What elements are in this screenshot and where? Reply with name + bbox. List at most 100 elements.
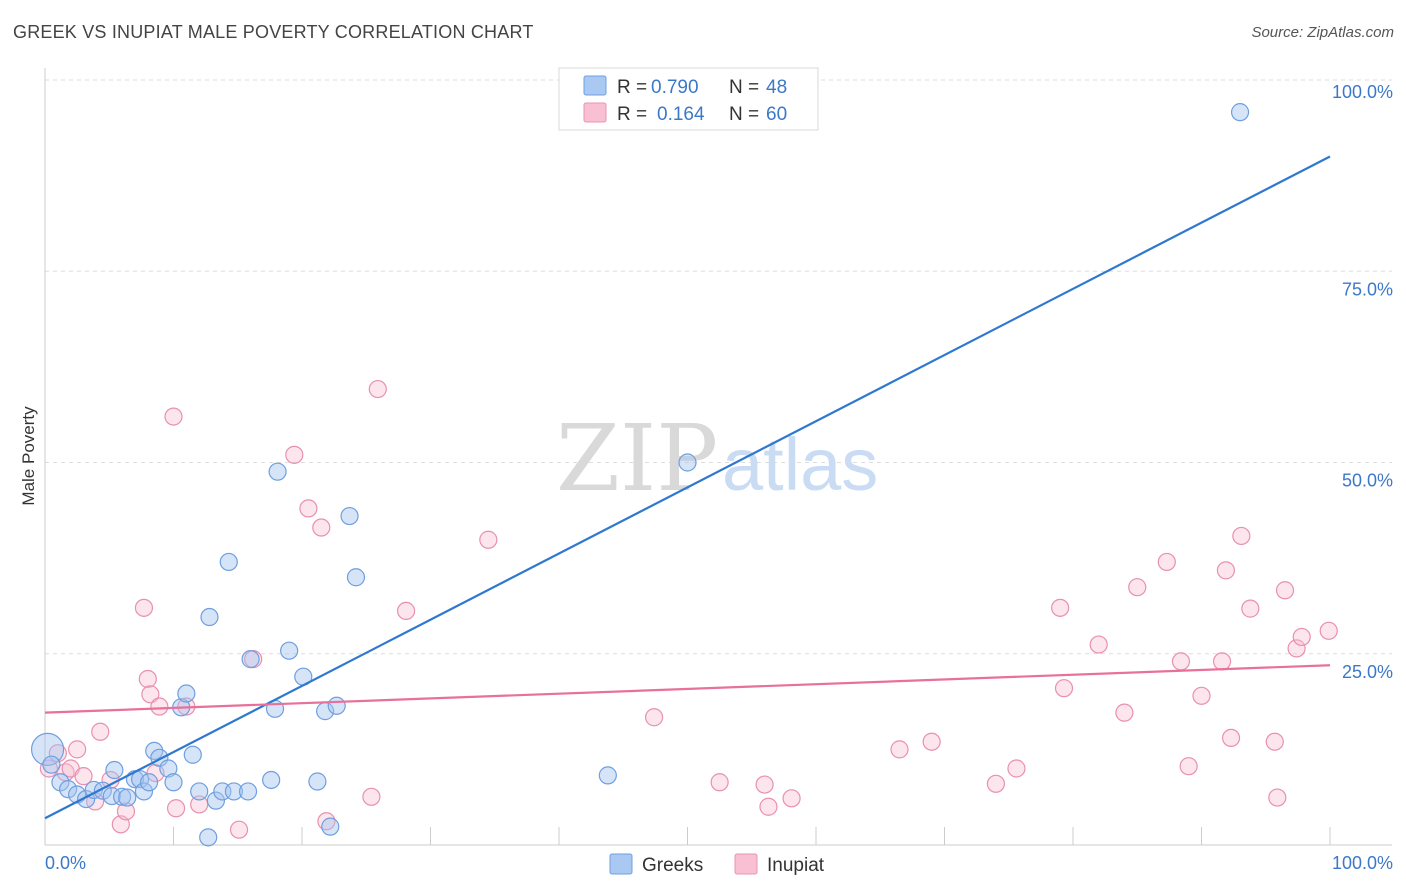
inupiat-point-50	[1221, 728, 1241, 748]
inupiat-points	[39, 379, 1338, 839]
greeks-point-25	[206, 791, 226, 810]
legend-swatch-inupiat	[583, 102, 607, 123]
legend-n-value-greeks: 48	[766, 77, 787, 98]
y-tick-label-2: 50.0%	[1342, 471, 1393, 491]
greeks-point-14	[134, 782, 154, 801]
greeks-trend-line	[44, 155, 1331, 820]
greeks-point-22	[183, 745, 202, 764]
legend-r-label-inupiat: R =	[617, 104, 647, 125]
inupiat-point-16	[164, 407, 183, 426]
inupiat-point-17	[166, 799, 186, 818]
inupiat-point-40	[1054, 679, 1074, 698]
inupiat-point-20	[229, 820, 249, 839]
y-tick-label-3: 25.0%	[1342, 662, 1393, 682]
greeks-point-39	[321, 817, 340, 836]
greeks-point-33	[200, 607, 219, 627]
inupiat-point-29	[479, 530, 498, 549]
x-tick-label-0: 0.0%	[45, 853, 86, 873]
greeks-point-40	[327, 696, 346, 715]
legend-bottom-label-greeks: Greeks	[642, 855, 703, 876]
y-tick-label-0: 100.0%	[1332, 82, 1393, 102]
inupiat-point-53	[1265, 732, 1284, 751]
inupiat-point-41	[1089, 635, 1108, 654]
inupiat-point-26	[362, 787, 381, 806]
inupiat-point-7	[91, 722, 110, 741]
inupiat-point-35	[890, 740, 909, 759]
greeks-point-19	[164, 773, 183, 792]
inupiat-point-15	[150, 697, 169, 716]
inupiat-point-33	[759, 797, 778, 816]
legend-bottom-swatch-inupiat	[734, 853, 758, 875]
chart-title: GREEK VS INUPIAT MALE POVERTY CORRELATIO…	[13, 22, 534, 42]
inupiat-point-45	[1171, 652, 1191, 671]
legend-bottom: Greeks Inupiat	[609, 853, 825, 876]
legend-n-label-greeks: N =	[729, 77, 759, 98]
inupiat-point-49	[1216, 561, 1236, 580]
greeks-point-11	[118, 788, 137, 807]
inupiat-point-28	[396, 601, 416, 621]
inupiat-point-13	[141, 685, 160, 704]
greeks-point-42	[346, 568, 366, 587]
tick-labels: 100.0% 75.0% 50.0% 25.0% 0.0% 100.0%	[45, 82, 1393, 873]
legend-n-label-inupiat: N =	[729, 104, 759, 125]
legend-n-value-inupiat: 60	[766, 104, 787, 125]
inupiat-point-54	[1268, 788, 1287, 807]
inupiat-point-43	[1128, 578, 1147, 597]
greeks-point-35	[280, 641, 299, 660]
inupiat-point-57	[1292, 627, 1311, 647]
inupiat-point-55	[1275, 581, 1295, 600]
greeks-point-1	[42, 755, 61, 774]
inupiat-trend-line	[44, 664, 1331, 714]
greeks-point-21	[177, 684, 196, 703]
legend-r-label-greeks: R =	[617, 77, 647, 98]
greeks-point-23	[190, 782, 209, 801]
source-label: Source: ZipAtlas.com	[1251, 24, 1394, 41]
greeks-point-45	[1230, 103, 1250, 122]
inupiat-point-52	[1241, 599, 1260, 618]
watermark-atlas: atlas	[722, 423, 878, 506]
legend-bottom-swatch-greeks	[609, 853, 633, 875]
inupiat-point-4	[68, 740, 87, 759]
inupiat-point-48	[1212, 652, 1232, 671]
greeks-point-8	[102, 786, 121, 806]
greeks-point-2	[51, 773, 70, 792]
legend-bottom-label-inupiat: Inupiat	[767, 855, 825, 876]
watermark: ZIP atlas	[556, 405, 878, 512]
inupiat-point-56	[1287, 639, 1306, 658]
greeks-point-28	[238, 782, 258, 801]
greeks-point-24	[199, 828, 218, 847]
inupiat-point-37	[986, 774, 1006, 793]
legend-top: R = 0.790 N = 48 R = 0.164 N = 60	[558, 67, 819, 131]
inupiat-point-5	[74, 767, 93, 786]
watermark-zip: ZIP	[556, 405, 718, 512]
inupiat-point-46	[1179, 757, 1198, 776]
greeks-points	[30, 103, 1250, 847]
greeks-point-27	[224, 782, 243, 801]
legend-swatch-greeks	[583, 75, 607, 96]
legend-r-value-greeks: 0.790	[651, 77, 699, 98]
greeks-point-34	[268, 462, 287, 481]
inupiat-point-27	[368, 379, 387, 399]
inupiat-point-38	[1007, 759, 1026, 778]
inupiat-point-32	[755, 775, 774, 794]
greeks-point-41	[340, 506, 359, 526]
inupiat-point-31	[710, 773, 729, 792]
inupiat-point-39	[1051, 598, 1070, 617]
x-tick-label-1: 100.0%	[1332, 853, 1393, 873]
greeks-point-44	[598, 766, 617, 785]
inupiat-point-23	[299, 499, 318, 518]
inupiat-point-22	[285, 445, 304, 464]
inupiat-point-10	[116, 802, 136, 821]
inupiat-point-12	[138, 669, 157, 689]
gridlines	[45, 79, 1392, 655]
y-axis-label: Male Poverty	[19, 406, 38, 506]
y-tick-label-1: 75.0%	[1342, 279, 1393, 299]
greeks-point-3	[59, 780, 78, 799]
greeks-point-18	[159, 759, 178, 778]
greeks-point-43	[678, 453, 697, 472]
inupiat-point-44	[1157, 552, 1176, 572]
inupiat-point-11	[134, 598, 154, 617]
inupiat-point-30	[644, 708, 664, 727]
inupiat-point-34	[782, 789, 801, 808]
